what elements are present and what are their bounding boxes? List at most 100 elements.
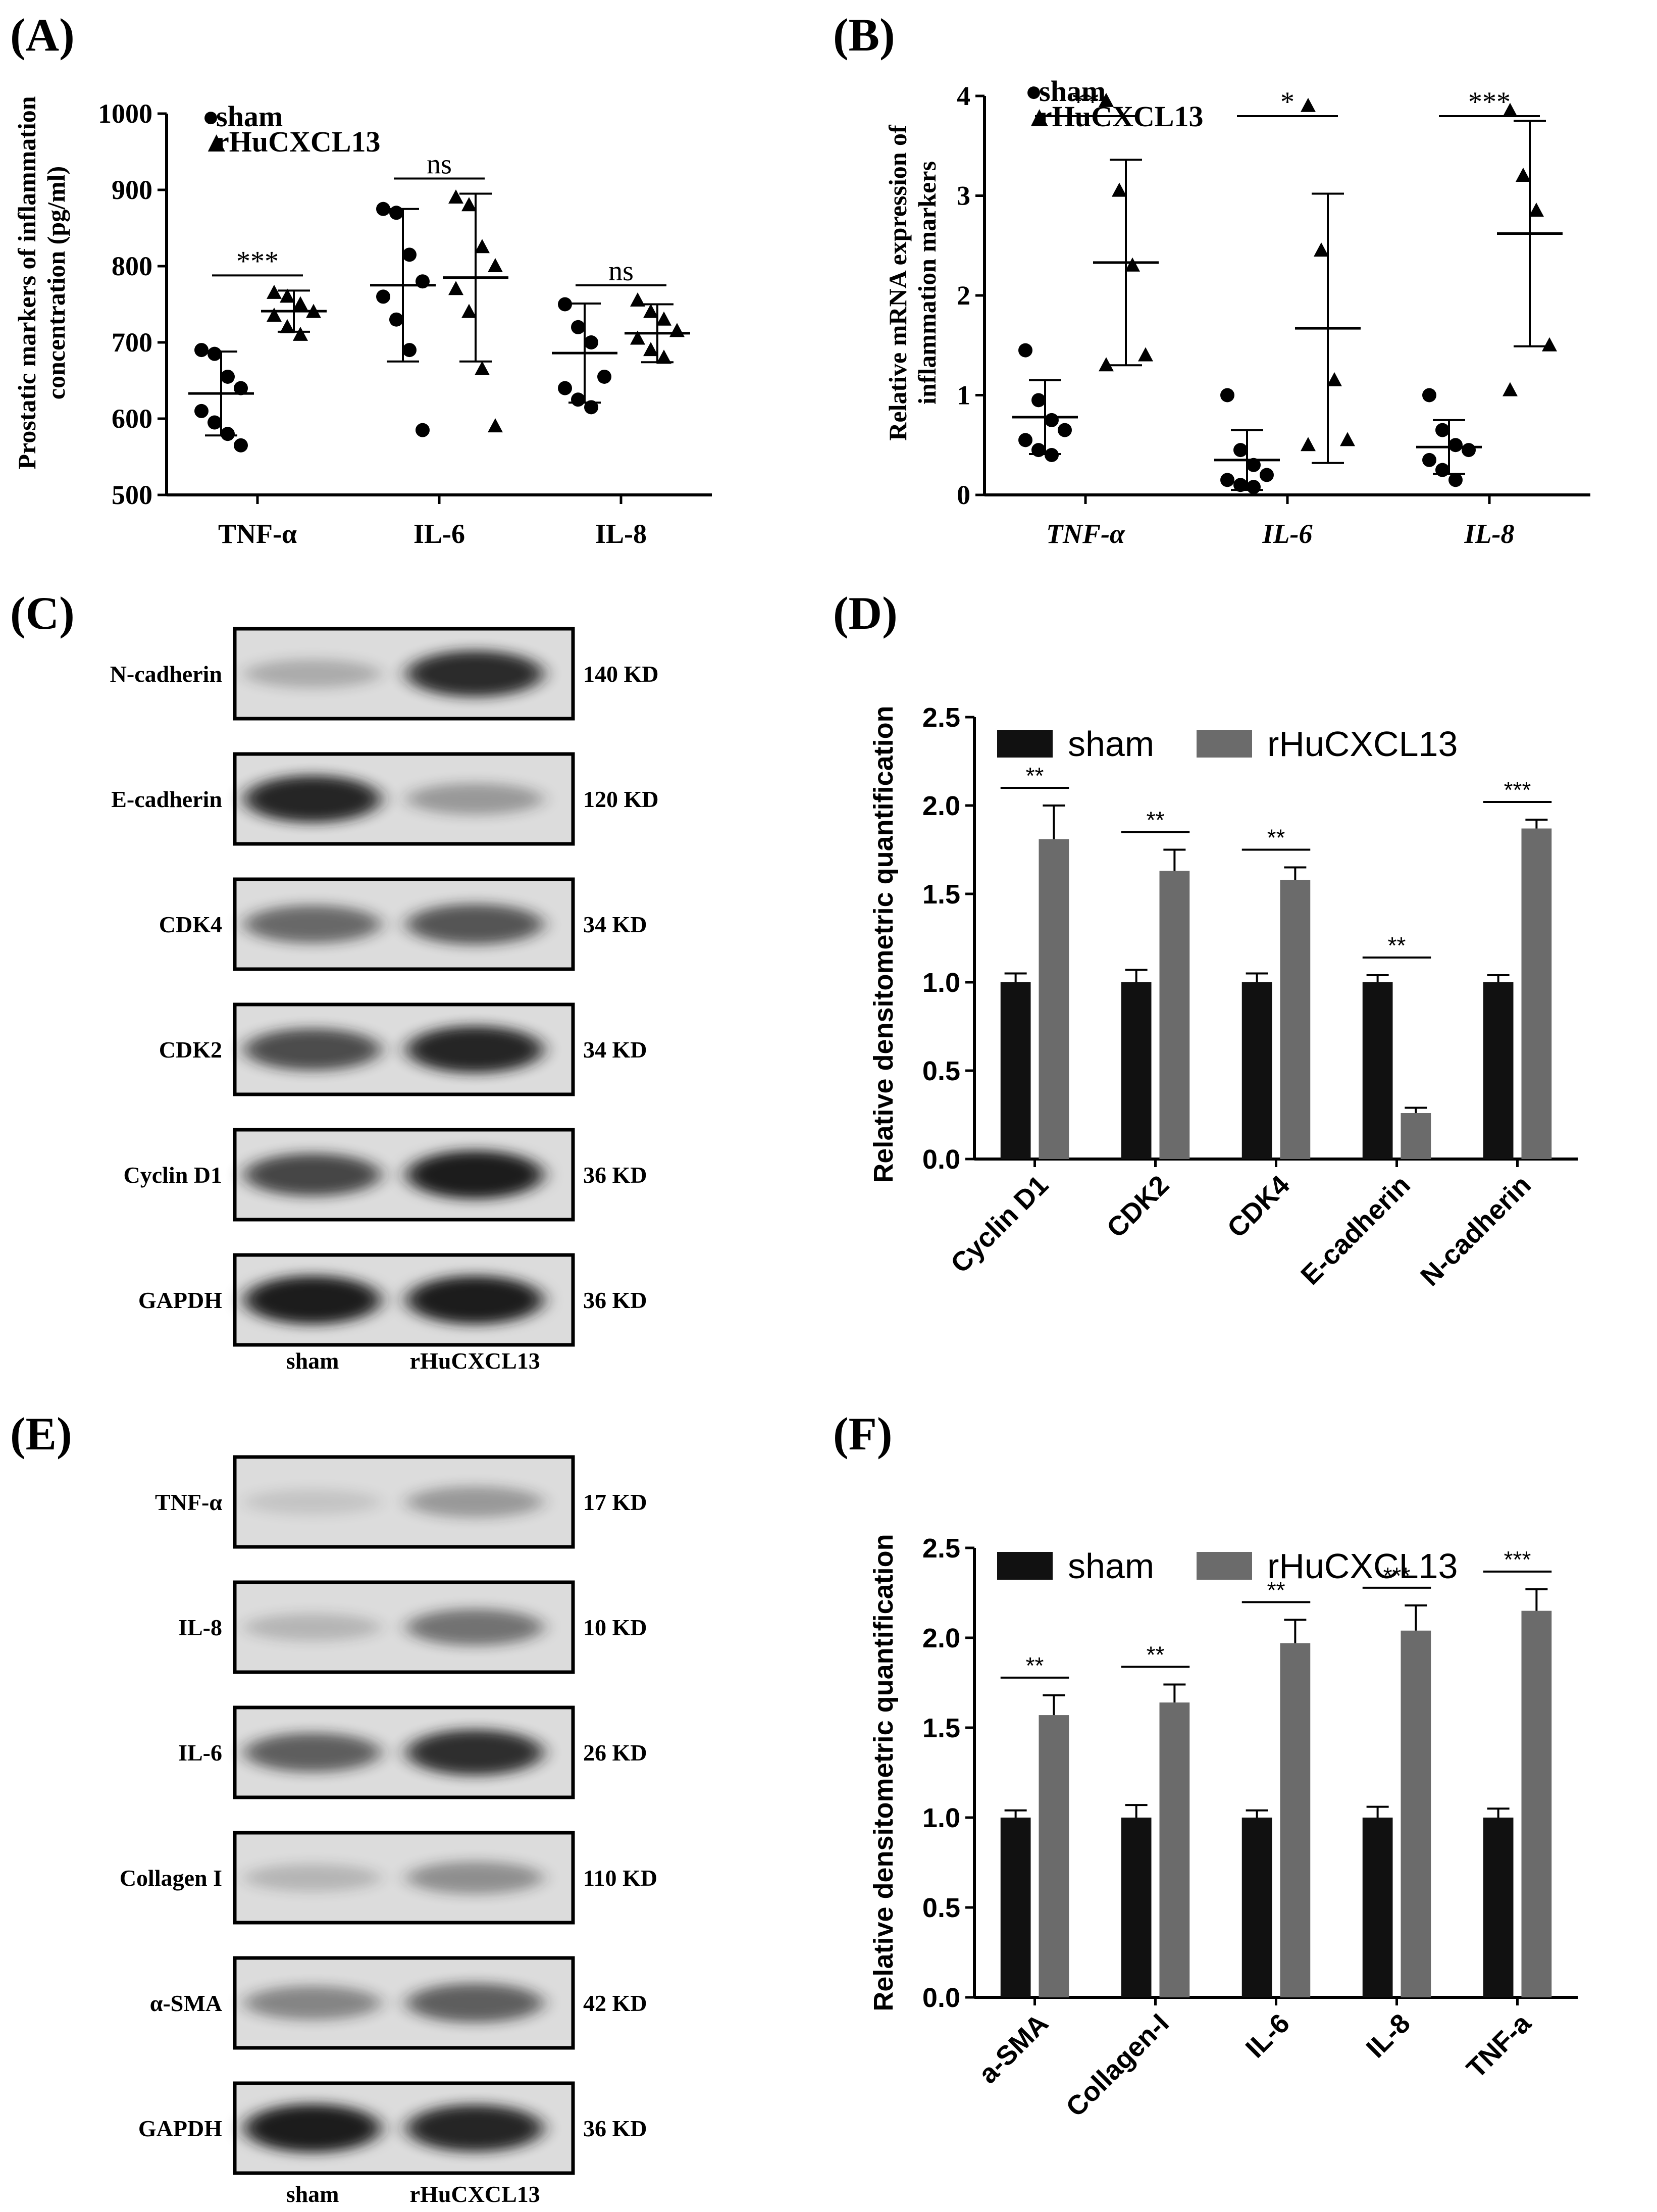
y-tick-label: 2.0 (922, 1623, 960, 1653)
point-rHuCXCL13 (267, 284, 282, 299)
blot-band-sham (244, 775, 381, 823)
point-sham (1260, 468, 1274, 482)
point-rHuCXCL13 (475, 361, 490, 375)
blot-band-sham (244, 1028, 381, 1071)
point-rHuCXCL13 (669, 323, 685, 337)
point-rHuCXCL13 (630, 330, 645, 345)
y-tick-label: 1.0 (922, 1803, 960, 1833)
bar-sham (1000, 982, 1031, 1159)
blot-protein-label: TNF-α (155, 1489, 222, 1515)
point-rHuCXCL13 (280, 288, 295, 303)
x-category-label: IL-8 (1464, 519, 1515, 549)
bar-rHuCXCL13 (1521, 1611, 1552, 1997)
point-rHuCXCL13 (1327, 372, 1342, 386)
significance-label: * (1280, 86, 1294, 118)
point-sham (208, 415, 222, 430)
blot-protein-label: IL-6 (178, 1740, 222, 1766)
point-rHuCXCL13 (488, 258, 503, 272)
panel-label-c: (C) (10, 587, 75, 639)
point-sham (389, 312, 403, 327)
bar-sham (1241, 1818, 1272, 1997)
point-sham (1422, 388, 1436, 403)
point-rHuCXCL13 (293, 326, 308, 341)
panel-e-western-blot: TNF-α 17 KD IL-8 10 KD IL-6 26 KD Collagen I 11… (120, 1455, 657, 2207)
blot-band-rHuCXCL13 (406, 1729, 543, 1776)
bar-sham (1362, 982, 1393, 1159)
blot-size-label: 140 KD (583, 661, 659, 687)
point-rHuCXCL13 (293, 296, 308, 311)
point-sham (402, 343, 417, 358)
blot-band-sham (244, 1864, 381, 1892)
blot-band-rHuCXCL13 (406, 650, 543, 697)
x-category-label: TNF-α (218, 519, 297, 549)
point-sham (1448, 438, 1463, 453)
blot-size-label: 42 KD (583, 1990, 647, 2016)
y-tick-label: 800 (112, 251, 152, 281)
panel-a-ylabel-line1: Prostatic markers of inflammation (13, 96, 41, 469)
blot-size-label: 34 KD (583, 912, 647, 937)
point-rHuCXCL13 (475, 239, 490, 254)
y-tick-label: 0.5 (922, 1056, 960, 1086)
point-rHuCXCL13 (1138, 347, 1153, 362)
point-sham (1018, 433, 1032, 447)
point-rHuCXCL13 (461, 304, 477, 318)
y-tick-label: 600 (112, 404, 152, 434)
bar-sham (1241, 982, 1272, 1159)
panel-label-e: (E) (10, 1408, 72, 1460)
panel-f-legend-rhucxcl13: rHuCXCL13 (1267, 1546, 1458, 1586)
blot-size-label: 36 KD (583, 2116, 647, 2141)
point-sham (221, 427, 235, 441)
y-tick-label: 0.0 (922, 1983, 960, 2013)
panel-a-legend-rhucxcl13-marker: ▲ (202, 125, 231, 158)
blot-band-rHuCXCL13 (406, 1983, 543, 2023)
significance-label: ** (1026, 763, 1044, 789)
point-rHuCXCL13 (448, 281, 463, 295)
point-sham (1247, 480, 1261, 494)
blot-band-sham (244, 1276, 381, 1324)
point-sham (416, 423, 430, 437)
point-rHuCXCL13 (1314, 242, 1329, 257)
panel-d-ylabel: Relative densitometric quantification (868, 706, 899, 1183)
x-category-label: IL-6 (413, 519, 465, 549)
point-sham (558, 297, 572, 312)
point-sham (376, 202, 390, 216)
point-rHuCXCL13 (280, 319, 295, 333)
bar-sham (1121, 1818, 1152, 1997)
point-sham (1422, 453, 1436, 467)
x-category-label: Collagen-I (1060, 2008, 1175, 2123)
blot-band-sham (244, 2104, 381, 2152)
blot-band-rHuCXCL13 (406, 1276, 543, 1324)
blot-protein-label: α-SMA (150, 1990, 222, 2016)
y-tick-label: 1000 (98, 98, 152, 129)
x-category-label: IL-8 (595, 519, 647, 549)
panel-f-legend-sham-swatch (997, 1552, 1053, 1580)
point-rHuCXCL13 (656, 311, 671, 326)
blot-band-rHuCXCL13 (406, 1486, 543, 1518)
point-rHuCXCL13 (488, 418, 503, 433)
point-rHuCXCL13 (461, 197, 477, 212)
y-tick-label: 2 (957, 280, 970, 311)
point-sham (221, 369, 235, 384)
point-sham (1045, 413, 1059, 427)
point-sham (208, 346, 222, 361)
point-rHuCXCL13 (643, 342, 658, 357)
y-tick-label: 1.5 (922, 879, 960, 910)
x-category-label: TNF-α (1046, 519, 1125, 549)
point-sham (194, 343, 209, 358)
y-tick-label: 900 (112, 175, 152, 205)
blot-size-label: 26 KD (583, 1740, 647, 1766)
point-rHuCXCL13 (1503, 382, 1518, 396)
point-sham (571, 320, 585, 334)
blot-size-label: 34 KD (583, 1037, 647, 1063)
point-rHuCXCL13 (267, 308, 282, 322)
panel-a-legend-rhucxcl13: rHuCXCL13 (216, 125, 380, 158)
y-tick-label: 3 (957, 181, 970, 211)
significance-label: ** (1388, 932, 1406, 959)
point-rHuCXCL13 (1516, 168, 1531, 182)
point-sham (584, 400, 598, 415)
significance-label: *** (1383, 1563, 1411, 1589)
bar-rHuCXCL13 (1039, 839, 1069, 1159)
bar-sham (1362, 1818, 1393, 1997)
point-rHuCXCL13 (630, 292, 645, 307)
bar-sham (1483, 982, 1514, 1159)
